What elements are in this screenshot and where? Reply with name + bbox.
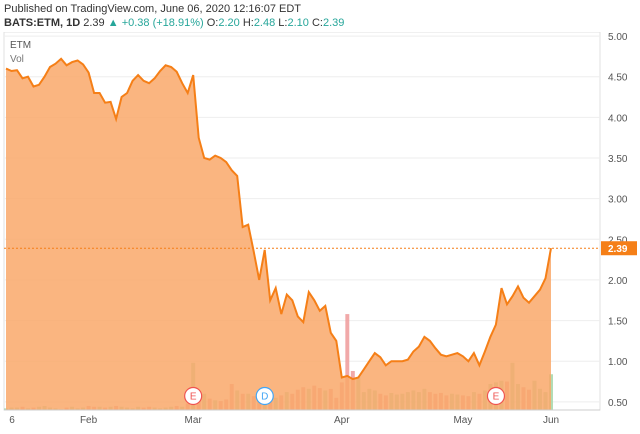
close-label: C: bbox=[311, 17, 323, 29]
symbol-interval: BATS:ETM, 1D bbox=[4, 17, 81, 29]
last-price-badge: 2.39 bbox=[601, 241, 637, 256]
x-tick-label: Mar bbox=[185, 415, 203, 426]
price-area bbox=[6, 58, 551, 411]
high-value: 2.48 bbox=[253, 17, 276, 29]
high-label: H: bbox=[242, 17, 254, 29]
y-axis: 5.00 4.50 4.00 3.50 3.00 2.50 2.00 1.50 1.00 0.50 bbox=[608, 32, 628, 409]
x-tick-label: Apr bbox=[334, 415, 350, 426]
event-marker-label: E bbox=[493, 392, 500, 403]
last-price: 2.39 bbox=[83, 17, 105, 29]
x-axis: 6 Feb Mar Apr May Jun bbox=[4, 409, 600, 426]
open-value: 2.20 bbox=[218, 17, 240, 29]
y-tick-label: 5.00 bbox=[608, 32, 628, 43]
event-marker-label: E bbox=[190, 392, 197, 403]
y-tick-label: 3.00 bbox=[608, 195, 628, 206]
y-tick-label: 2.00 bbox=[608, 276, 628, 287]
y-tick-label: 4.50 bbox=[608, 73, 628, 84]
close-value: 2.39 bbox=[322, 17, 345, 29]
published-line: Published on TradingView.com, June 06, 2… bbox=[4, 3, 301, 15]
y-tick-label: 1.50 bbox=[608, 317, 628, 328]
low-value: 2.10 bbox=[287, 17, 309, 29]
event-marker bbox=[255, 386, 274, 406]
y-tick-label: 0.50 bbox=[608, 398, 628, 409]
y-tick-label: 1.00 bbox=[608, 357, 628, 368]
last-price-badge-label: 2.39 bbox=[608, 244, 628, 255]
event-marker bbox=[184, 386, 203, 406]
y-tick-label: 3.50 bbox=[608, 154, 628, 165]
x-tick-label: Jun bbox=[543, 415, 559, 426]
low-label: L: bbox=[278, 17, 288, 29]
up-arrow-icon: ▲ bbox=[107, 17, 119, 29]
x-tick-label: Feb bbox=[80, 415, 98, 426]
y-tick-label: 4.00 bbox=[608, 113, 628, 124]
y-tick-label: 2.50 bbox=[608, 235, 628, 246]
legend-symbol: ETM bbox=[10, 40, 31, 51]
open-label: O: bbox=[206, 17, 219, 29]
event-marker bbox=[486, 386, 506, 406]
price-chart[interactable]: 5.00 4.50 4.00 3.50 3.00 2.50 2.00 1.50 1.00 0.50… bbox=[0, 32, 640, 434]
x-tick-label: 6 bbox=[9, 415, 15, 426]
event-marker-label: D bbox=[261, 392, 268, 403]
price-change: +0.38 (+18.91%) bbox=[121, 17, 204, 29]
symbol-line: BATS:ETM, 1D 2.39 ▲ +0.38 (+18.91%) O:2.… bbox=[4, 17, 344, 29]
volume-bar bbox=[345, 314, 350, 410]
legend-volume: Vol bbox=[10, 54, 24, 65]
price-line bbox=[5, 57, 552, 381]
last-price-badge-bg bbox=[601, 241, 637, 256]
x-tick-label: May bbox=[453, 415, 472, 426]
